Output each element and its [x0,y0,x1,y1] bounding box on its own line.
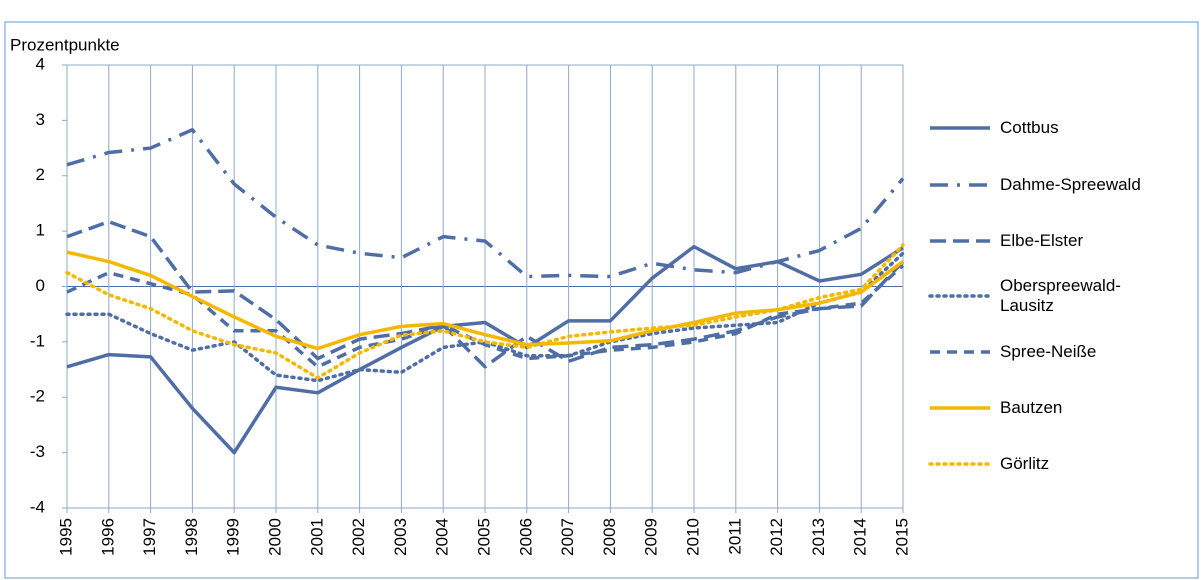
x-tick-label: 2005 [474,518,493,556]
x-tick-label: 2009 [642,518,661,556]
x-tick-label: 2014 [851,518,870,556]
x-tick-label: 2002 [349,518,368,556]
x-tick-label: 1995 [56,518,75,556]
y-tick-label: -1 [30,331,45,350]
legend-label: Görlitz [1000,454,1050,473]
legend-label: Cottbus [1000,118,1059,137]
y-tick-label: -2 [30,387,45,406]
x-tick-label: 1996 [98,518,117,556]
x-tick-label: 2003 [391,518,410,556]
legend-label: Spree-Neiße [1000,342,1097,361]
x-tick-label: 2008 [600,518,619,556]
x-tick-label: 2001 [307,518,326,556]
y-tick-label: 0 [36,276,45,295]
x-tick-label: 2013 [809,518,828,556]
x-tick-label: 2004 [433,518,452,556]
x-tick-label: 1999 [224,518,243,556]
y-tick-label: 3 [36,110,45,129]
legend-label: Bautzen [1000,398,1063,417]
y-tick-label: 2 [36,165,45,184]
y-axis-label: Prozentpunkte [10,35,120,54]
legend-label: Elbe-Elster [1000,231,1084,250]
x-tick-label: 2006 [516,518,535,556]
legend-label: Dahme-Spreewald [1000,175,1141,194]
x-tick-label: 2010 [683,518,702,556]
x-tick-label: 2015 [892,518,911,556]
y-tick-label: 4 [36,54,45,73]
x-tick-label: 2012 [767,518,786,556]
x-tick-label: 2011 [725,518,744,555]
y-tick-label: 1 [36,221,45,240]
x-tick-label: 2000 [265,518,284,556]
x-tick-label: 1998 [182,518,201,556]
series-line [66,264,905,369]
series-line [65,243,905,380]
x-tick-label: 2007 [558,518,577,556]
legend-label: Oberspreewald- Lausitz [1000,276,1121,315]
y-tick-label: -4 [30,497,45,516]
x-tick-label: 1997 [140,518,159,556]
series-line [66,128,905,279]
y-tick-label: -3 [30,442,45,461]
chart-border [4,21,1199,579]
series-line [66,244,904,455]
